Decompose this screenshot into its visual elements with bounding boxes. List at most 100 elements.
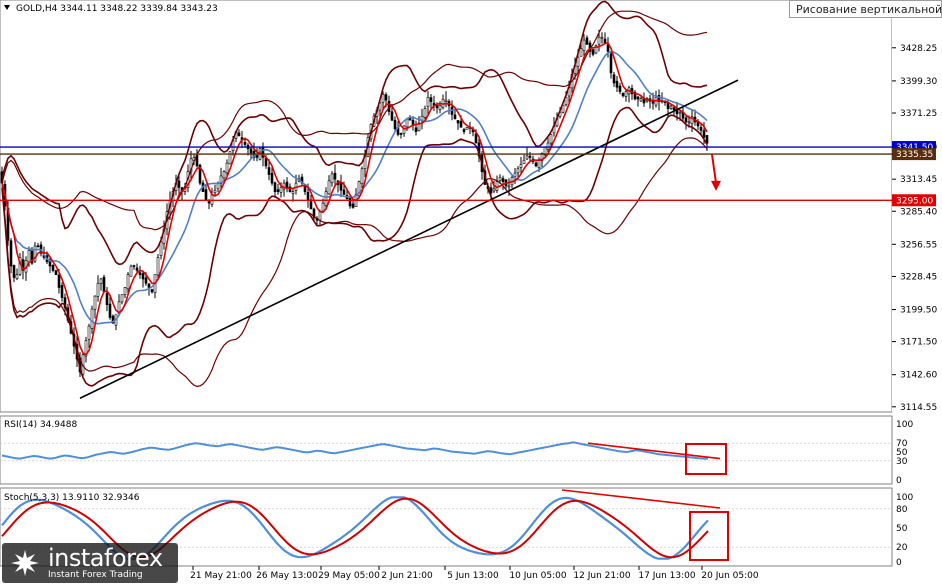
candle-body (333, 172, 337, 180)
stoch-title: Stoch(5,3,3) 13.9110 32.9346 (4, 493, 140, 503)
price-tick-label: 3313.45 (900, 175, 937, 185)
candle-body (678, 111, 682, 114)
price-tick-label: 3256.55 (900, 240, 937, 250)
stoch-tick-label: 0 (896, 558, 902, 568)
candle-body (120, 294, 124, 303)
candle-body (639, 98, 643, 102)
time-tick-label: 2 Jun 21:00 (381, 571, 433, 581)
candle-body (102, 276, 106, 293)
price-tick-label: 3199.50 (900, 306, 937, 316)
rsi-divergence-line (587, 442, 721, 460)
candle-body (21, 259, 25, 271)
candle-body (615, 80, 619, 88)
candle-body (390, 111, 394, 121)
level-tag-label: 3341.50 (896, 143, 933, 153)
candle-body (132, 265, 136, 267)
candle-body (285, 181, 289, 188)
candle-body (141, 273, 145, 280)
candle-body (606, 44, 610, 52)
candle-body (51, 265, 55, 271)
candle-body (414, 127, 418, 132)
level-tag-label: 3335.35 (896, 150, 933, 160)
rsi-tick-label: 50 (896, 448, 908, 458)
trendline[interactable] (79, 79, 739, 399)
stoch-divergence-line (561, 489, 721, 509)
rsi-tick-label: 0 (896, 476, 902, 486)
candle-body (618, 85, 622, 92)
candle-body (198, 164, 202, 184)
candle-body (399, 133, 403, 135)
candle-body (129, 265, 133, 277)
candle-body (264, 158, 268, 167)
candle-body (84, 340, 88, 357)
stoch-y-axis: 100 80 50 20 0 (896, 493, 913, 568)
candle-body (672, 107, 676, 111)
candle-body (207, 200, 211, 204)
candle-body (243, 142, 247, 145)
candle-body (540, 153, 544, 161)
candle-body (426, 96, 430, 107)
time-tick-label: 17 Jun 13:00 (638, 571, 695, 581)
candle-body (492, 188, 496, 192)
time-tick-label: 5 Jun 13:00 (447, 571, 499, 581)
rsi-tick-label: 100 (896, 420, 913, 430)
rsi-highlight-box (685, 443, 727, 475)
candle-body (123, 287, 127, 296)
candle-body (474, 133, 478, 144)
rsi-line (1, 441, 708, 460)
candle-body (225, 162, 229, 174)
candle-body (27, 250, 31, 263)
candle-body (417, 122, 421, 131)
candle-body (684, 117, 688, 123)
rsi-title: RSI(14) 34.9488 (4, 420, 77, 430)
level-tag (892, 194, 936, 207)
price-y-axis: 3428.25 3399.30 3371.25 3341.50 3313.45 3285.… (892, 44, 937, 413)
bollinger-outer-lower (1, 137, 708, 388)
candle-body (603, 38, 607, 44)
candle-body (177, 180, 181, 188)
candle-body (219, 175, 223, 184)
price-tick-label: 3428.25 (900, 44, 937, 54)
instaforex-logo: instaforex Instant Forex Trading (2, 543, 178, 583)
candle-body (657, 95, 661, 102)
candle-body (237, 132, 241, 137)
candle-body (156, 257, 160, 276)
candle-body (522, 159, 526, 164)
price-tick-label: 3171.50 (900, 338, 937, 348)
candle-body (288, 186, 292, 192)
bollinger-lower (1, 106, 708, 387)
candle-body (516, 168, 520, 174)
candle-body (600, 36, 604, 39)
candle-body (591, 49, 595, 55)
candle-body (576, 56, 580, 67)
candle-body (57, 274, 61, 288)
bollinger-outer-upper (1, 10, 708, 231)
candle-body (342, 189, 346, 195)
candle-body (387, 100, 391, 112)
candle-body (453, 114, 457, 120)
stoch-tick-label: 80 (896, 505, 908, 515)
candle-body (12, 265, 16, 278)
price-layer (0, 0, 892, 399)
candle-body (291, 191, 295, 194)
candle-body (579, 48, 583, 57)
candle-body (429, 97, 433, 102)
candle-body (339, 182, 343, 191)
candle-body (687, 121, 691, 124)
candle-body (144, 277, 148, 284)
candle-body (204, 189, 208, 201)
candle-body (54, 270, 58, 275)
candle-body (438, 104, 442, 111)
candle-body (435, 105, 439, 109)
price-tick-label: 3371.25 (900, 109, 937, 119)
candle-body (534, 162, 538, 167)
candle-body (462, 129, 466, 132)
candle-body (60, 285, 64, 298)
collapse-triangle-icon[interactable] (4, 5, 10, 10)
price-tick-label: 3228.45 (900, 272, 937, 282)
candle-body (624, 91, 628, 97)
candle-body (594, 45, 598, 54)
candle-body (393, 119, 397, 130)
